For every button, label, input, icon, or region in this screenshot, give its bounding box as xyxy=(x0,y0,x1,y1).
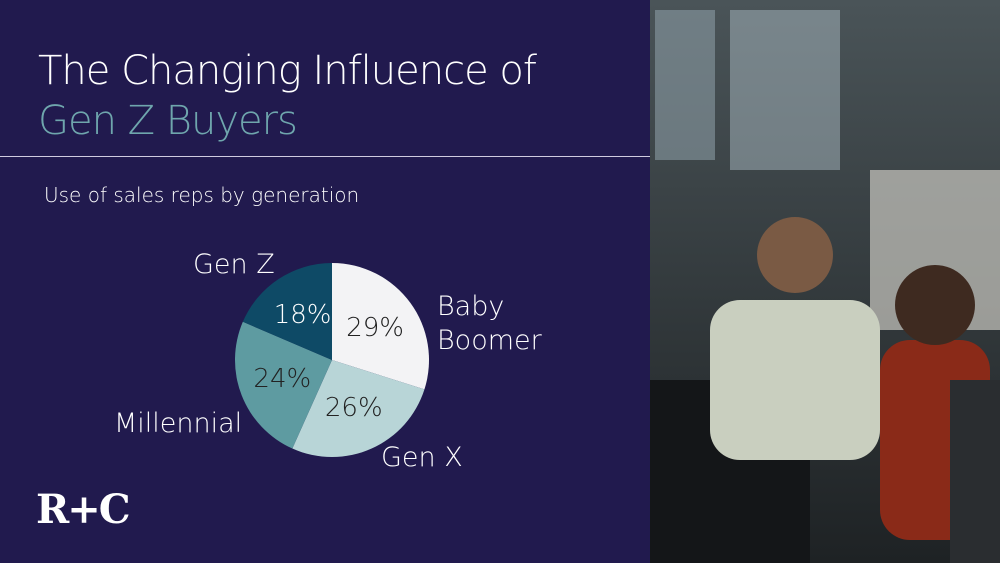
category-label: Gen X xyxy=(381,442,463,473)
pie-slice xyxy=(235,321,332,449)
title: The Changing Influence of xyxy=(38,48,537,94)
value-label: 18% xyxy=(274,300,332,330)
value-label: 24% xyxy=(253,364,311,394)
title-highlight: Gen Z Buyers xyxy=(38,98,298,144)
category-label: Millennial xyxy=(114,408,243,439)
category-label: Baby Boomer xyxy=(437,291,542,356)
photo xyxy=(650,0,1000,563)
logo: R+C xyxy=(36,486,131,533)
pie-slice xyxy=(332,263,429,390)
value-label: 29% xyxy=(346,313,404,343)
chart-title: Use of sales reps by generation xyxy=(44,183,360,207)
pie-slice xyxy=(242,263,332,360)
category-label: Gen Z xyxy=(193,249,275,280)
value-label: 26% xyxy=(325,393,383,423)
pie-slice xyxy=(292,360,425,457)
pie-chart: 29% 26% 24% 18% xyxy=(235,263,429,457)
divider xyxy=(0,156,650,157)
